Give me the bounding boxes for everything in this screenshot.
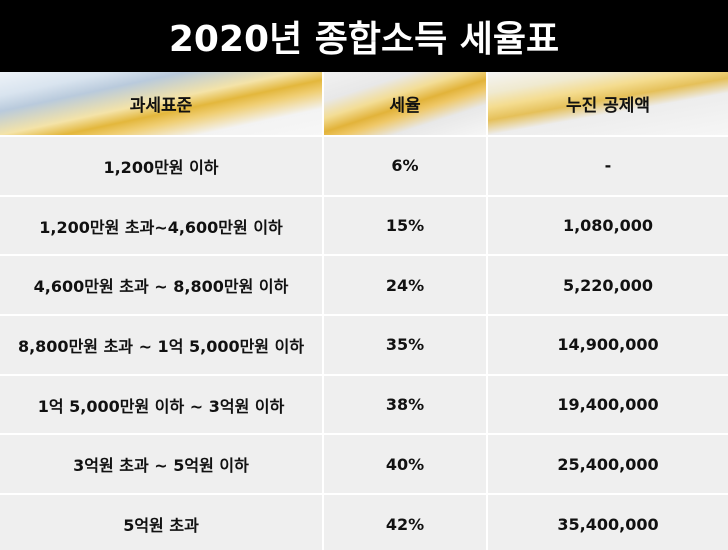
table-row: 3억원 초과 ~ 5억원 이하 40% 25,400,000	[0, 433, 728, 495]
table-row: 5억원 초과 42% 35,400,000	[0, 493, 728, 550]
cell-tax-rate: 38%	[323, 373, 488, 435]
cell-tax-base: 5억원 초과	[0, 493, 324, 550]
cell-tax-rate: 35%	[323, 314, 488, 375]
title-bar: 2020년 종합소득 세율표	[0, 0, 728, 72]
cell-deduction: 35,400,000	[487, 493, 728, 550]
header-tax-rate: 세율	[323, 72, 488, 136]
cell-tax-base: 1,200만원 초과~4,600만원 이하	[0, 194, 324, 256]
cell-tax-rate: 42%	[323, 493, 488, 550]
cell-tax-base: 1억 5,000만원 이하 ~ 3억원 이하	[0, 373, 324, 435]
table-row: 1,200만원 초과~4,600만원 이하 15% 1,080,000	[0, 194, 728, 256]
cell-deduction: 14,900,000	[487, 314, 728, 375]
page-title: 2020년 종합소득 세율표	[168, 19, 560, 60]
cell-deduction: -	[487, 135, 728, 196]
cell-tax-rate: 40%	[323, 433, 488, 495]
table-row: 8,800만원 초과 ~ 1억 5,000만원 이하 35% 14,900,00…	[0, 314, 728, 375]
cell-deduction: 5,220,000	[487, 254, 728, 316]
cell-tax-rate: 15%	[323, 194, 488, 256]
cell-tax-base: 4,600만원 초과 ~ 8,800만원 이하	[0, 254, 324, 316]
cell-deduction: 19,400,000	[487, 373, 728, 435]
table-header-row: 과세표준 세율 누진 공제액	[0, 72, 728, 136]
table-row: 4,600만원 초과 ~ 8,800만원 이하 24% 5,220,000	[0, 254, 728, 316]
cell-tax-base: 8,800만원 초과 ~ 1억 5,000만원 이하	[0, 314, 324, 375]
cell-tax-base: 1,200만원 이하	[0, 135, 324, 196]
header-tax-base: 과세표준	[0, 72, 324, 136]
cell-tax-rate: 6%	[323, 135, 488, 196]
cell-deduction: 1,080,000	[487, 194, 728, 256]
cell-tax-rate: 24%	[323, 254, 488, 316]
table-row: 1,200만원 이하 6% -	[0, 135, 728, 196]
header-progressive-deduction: 누진 공제액	[487, 72, 728, 136]
cell-deduction: 25,400,000	[487, 433, 728, 495]
table-row: 1억 5,000만원 이하 ~ 3억원 이하 38% 19,400,000	[0, 373, 728, 435]
tax-rate-table: 과세표준 세율 누진 공제액 1,200만원 이하 6% - 1,200만원 초…	[0, 72, 728, 550]
cell-tax-base: 3억원 초과 ~ 5억원 이하	[0, 433, 324, 495]
